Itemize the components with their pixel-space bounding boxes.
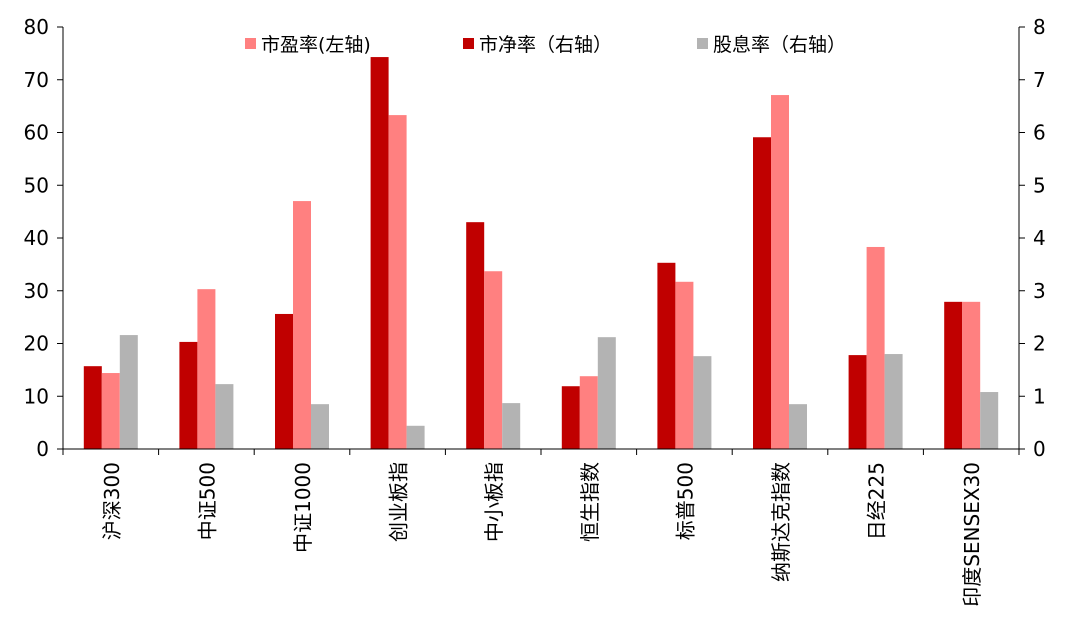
x-tick-label: 中证500 [195,462,219,540]
legend-label: 股息率（右轴） [713,34,846,56]
left-tick-label: 20 [24,332,49,356]
bar-left-1 [866,246,885,449]
legend-swatch [245,38,256,49]
legend-label: 市盈率(左轴) [261,34,371,56]
bar-left-1 [579,376,598,449]
bar-left-1 [388,115,407,449]
bar-right-0 [466,222,485,449]
left-tick-label: 10 [24,384,49,408]
x-tick-label: 恒生指数 [578,462,602,542]
right-tick-label: 1 [1033,384,1046,408]
bar-left-1 [675,281,694,449]
x-tick-label: 中小板指 [482,462,506,542]
bar-right-2 [693,356,712,449]
legend-swatch [463,38,474,49]
bar-right-2 [406,425,425,449]
bars-group [83,57,999,450]
bar-right-2 [215,384,234,449]
x-tick-label: 印度SENSEX30 [960,462,984,607]
bar-right-2 [980,392,999,449]
bar-right-0 [848,355,867,449]
left-tick-label: 30 [24,279,49,303]
right-tick-label: 2 [1033,332,1046,356]
x-tick-label: 日经225 [865,462,889,540]
bar-right-0 [83,366,102,449]
right-tick-label: 7 [1033,68,1046,92]
x-tick-label: 创业板指 [387,462,411,542]
x-tick-label: 标普500 [673,462,697,540]
bar-right-2 [597,337,616,449]
axes-group: 沪深300 中证500 中证1000 创业板指 中小板指 恒生指数 标普500 纳斯达克指数 日… [24,15,1046,607]
x-tick-label: 沪深300 [100,462,124,540]
legend-label: 市净率（右轴） [479,34,612,56]
right-tick-label: 6 [1033,121,1046,145]
legend: 市盈率(左轴) 市净率（右轴） 股息率（右轴） [245,34,846,56]
bar-left-1 [197,289,216,449]
right-tick-label: 5 [1033,173,1046,197]
left-tick-label: 0 [36,437,49,461]
bar-left-1 [962,301,981,449]
bar-right-0 [179,341,198,449]
bar-right-0 [657,262,676,449]
bar-right-2 [789,404,807,449]
bar-right-2 [311,404,329,449]
bar-left-1 [771,95,789,450]
legend-swatch [697,38,708,49]
bar-right-0 [944,301,963,449]
bar-right-2 [502,403,521,449]
bar-right-0 [370,57,389,449]
right-tick-label: 4 [1033,226,1046,250]
bar-right-2 [119,335,138,449]
bar-right-0 [561,386,580,449]
right-tick-label: 0 [1033,437,1046,461]
left-tick-label: 70 [24,68,49,92]
left-tick-label: 50 [24,173,49,197]
bar-right-0 [753,137,771,449]
left-tick-label: 60 [24,121,49,145]
x-tick-label: 纳斯达克指数 [769,462,793,582]
x-tick-label: 中证1000 [291,462,315,553]
bar-right-0 [275,313,293,449]
right-tick-label: 8 [1033,15,1046,39]
right-tick-label: 3 [1033,279,1046,303]
left-tick-label: 80 [24,15,49,39]
left-tick-label: 40 [24,226,49,250]
bar-left-1 [101,373,120,449]
bar-right-2 [884,354,903,449]
bar-left-1 [484,271,503,449]
bar-left-1 [293,201,311,449]
